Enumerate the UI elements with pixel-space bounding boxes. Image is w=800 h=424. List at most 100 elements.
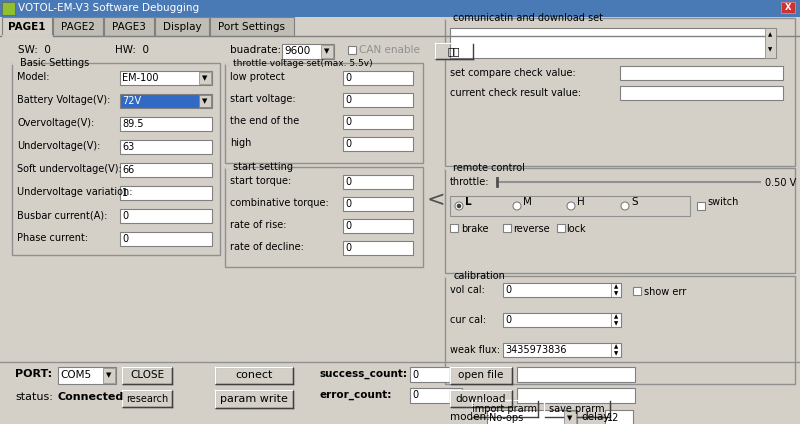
Text: Undervoltage(V):: Undervoltage(V): <box>17 141 100 151</box>
Bar <box>120 232 212 246</box>
Text: 中文: 中文 <box>448 46 460 56</box>
Bar <box>215 367 293 384</box>
Bar <box>2 17 52 36</box>
Bar <box>53 17 103 36</box>
Text: Basic Settings: Basic Settings <box>20 58 90 68</box>
Text: ▲: ▲ <box>768 33 772 37</box>
Text: throttle:: throttle: <box>450 177 490 187</box>
Bar <box>557 224 565 232</box>
Text: PORT:: PORT: <box>15 369 52 379</box>
Bar <box>487 410 577 424</box>
Bar <box>155 17 209 36</box>
Text: status:: status: <box>15 392 53 402</box>
Bar <box>58 367 116 384</box>
Text: PAGE1: PAGE1 <box>8 22 46 31</box>
Text: show err: show err <box>644 287 686 297</box>
Bar <box>104 17 154 36</box>
Bar <box>605 410 633 424</box>
Text: 0: 0 <box>505 285 511 295</box>
Text: SW:  0: SW: 0 <box>18 45 51 55</box>
Text: throttle voltage set(max. 5.5v): throttle voltage set(max. 5.5v) <box>233 59 373 67</box>
Text: Display: Display <box>162 22 202 31</box>
Bar <box>343 175 413 189</box>
Bar <box>472 400 538 417</box>
Bar <box>225 167 423 267</box>
Text: download: download <box>456 393 506 404</box>
Text: Connected: Connected <box>58 392 124 402</box>
Text: COM5: COM5 <box>60 371 91 380</box>
Text: ▼: ▼ <box>614 291 618 296</box>
Text: <: < <box>427 190 446 210</box>
Bar <box>199 95 211 107</box>
Text: start setting: start setting <box>233 162 293 172</box>
Bar <box>435 43 473 59</box>
Bar <box>120 163 212 177</box>
Text: 0: 0 <box>505 315 511 325</box>
Text: 0: 0 <box>345 243 351 253</box>
Text: 0: 0 <box>122 211 128 221</box>
Text: 0: 0 <box>412 369 418 379</box>
Bar <box>450 224 458 232</box>
Text: reverse: reverse <box>513 224 550 234</box>
Text: Busbar current(A):: Busbar current(A): <box>17 210 107 220</box>
Bar <box>215 390 293 408</box>
Bar <box>122 367 172 384</box>
Bar <box>343 241 413 255</box>
Bar <box>343 93 413 107</box>
Bar <box>12 63 220 255</box>
Text: Soft undervoltage(V):: Soft undervoltage(V): <box>17 164 122 174</box>
Text: L: L <box>465 197 472 207</box>
Text: Port Settings: Port Settings <box>218 22 286 31</box>
Text: 0: 0 <box>345 177 351 187</box>
Text: PAGE2: PAGE2 <box>61 22 95 31</box>
Bar <box>282 44 334 59</box>
Circle shape <box>621 202 629 210</box>
Text: save prarm: save prarm <box>549 404 605 413</box>
Text: set compare check value:: set compare check value: <box>450 68 576 78</box>
Text: ▼: ▼ <box>614 351 618 356</box>
Text: 0: 0 <box>122 234 128 244</box>
Text: 9600: 9600 <box>284 47 310 56</box>
Text: rate of decline:: rate of decline: <box>230 242 304 252</box>
Bar <box>0 0 800 17</box>
Text: ▲: ▲ <box>614 314 618 319</box>
Bar <box>348 46 356 54</box>
Bar <box>633 287 641 295</box>
Text: 0.50 V: 0.50 V <box>765 178 796 188</box>
Bar <box>225 63 423 163</box>
Text: H: H <box>577 197 585 207</box>
Text: 1: 1 <box>122 188 128 198</box>
Bar <box>503 224 511 232</box>
Text: S: S <box>631 197 638 207</box>
Text: combinative torque:: combinative torque: <box>230 198 329 208</box>
Bar <box>445 18 795 166</box>
Text: success_count:: success_count: <box>320 369 408 379</box>
Text: buadrate:: buadrate: <box>230 45 281 55</box>
Text: 0: 0 <box>412 391 418 401</box>
Bar <box>321 45 333 58</box>
Bar <box>620 66 783 80</box>
Text: 72V: 72V <box>122 96 141 106</box>
Circle shape <box>455 202 463 210</box>
Text: ▼: ▼ <box>202 98 208 104</box>
Text: comunicatin and download set: comunicatin and download set <box>453 13 603 23</box>
Bar <box>2 2 15 15</box>
Text: current check result value:: current check result value: <box>450 88 581 98</box>
Bar <box>781 2 795 13</box>
Text: lock: lock <box>566 224 586 234</box>
Bar <box>120 71 212 85</box>
Bar <box>120 117 212 131</box>
Text: ▲: ▲ <box>614 344 618 349</box>
Text: ▼: ▼ <box>614 321 618 326</box>
Text: 3435973836: 3435973836 <box>505 345 566 355</box>
Bar <box>343 137 413 151</box>
Text: research: research <box>126 393 168 404</box>
Bar <box>450 390 512 407</box>
Bar <box>210 17 294 36</box>
Text: start voltage:: start voltage: <box>230 94 296 104</box>
Text: switch: switch <box>707 197 738 207</box>
Text: rate of rise:: rate of rise: <box>230 220 286 230</box>
Circle shape <box>457 204 462 208</box>
Text: open file: open file <box>458 371 504 380</box>
Bar <box>620 86 783 100</box>
